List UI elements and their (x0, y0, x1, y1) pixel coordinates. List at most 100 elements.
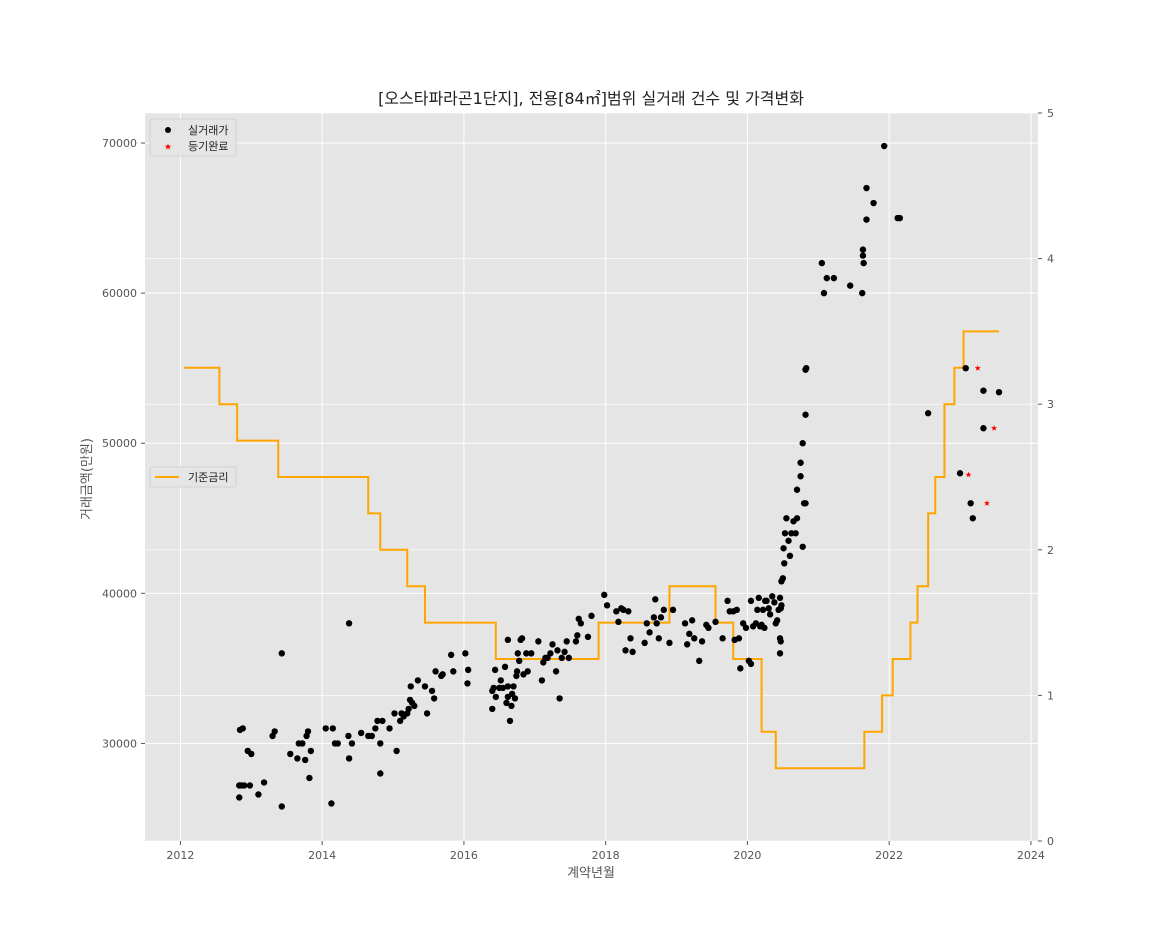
price-point (411, 702, 418, 710)
x-tick-label: 2014 (308, 849, 336, 862)
price-point (248, 750, 255, 758)
price-point (771, 599, 778, 606)
price-point (428, 687, 436, 695)
y-tick-label: 30000 (102, 737, 137, 750)
price-point (386, 725, 393, 732)
legend-lower: 기준금리 (149, 466, 237, 488)
price-point (556, 695, 563, 702)
legend-rate-label: 기준금리 (188, 471, 228, 484)
price-point (379, 717, 386, 725)
price-point (528, 650, 535, 657)
y2-tick-label: 1 (1047, 689, 1054, 702)
price-point (962, 364, 969, 372)
price-point (299, 740, 306, 747)
price-point (421, 683, 429, 690)
price-point (572, 638, 580, 645)
price-point (705, 624, 712, 632)
price-point (793, 486, 801, 493)
price-point (669, 606, 677, 614)
price-point (881, 142, 888, 150)
price-point (779, 575, 787, 582)
price-point (823, 274, 830, 282)
price-point (629, 648, 636, 656)
price-point (464, 666, 472, 674)
y2-tick-label: 2 (1047, 544, 1054, 557)
price-point (737, 665, 744, 672)
price-point (510, 683, 517, 690)
price-point (691, 635, 698, 642)
price-point (818, 259, 826, 267)
price-point (778, 602, 785, 609)
price-point (523, 650, 530, 657)
price-point (799, 543, 806, 550)
price-point (464, 680, 471, 687)
price-point (423, 710, 431, 717)
price-point (260, 779, 268, 786)
price-point (491, 666, 499, 674)
price-point (719, 635, 726, 642)
x-axis-label: 계약년월 (567, 866, 615, 881)
price-point (489, 705, 496, 713)
price-point (246, 782, 254, 789)
price-point (742, 624, 750, 632)
x-tick-label: 2020 (733, 849, 761, 862)
price-point (432, 668, 439, 675)
price-point (588, 612, 595, 620)
price-point (766, 611, 774, 618)
price-point (763, 597, 770, 605)
price-point (765, 605, 772, 612)
y-axis-label: 거래금액(만원) (80, 438, 95, 520)
price-point (304, 728, 312, 735)
price-point (792, 530, 799, 537)
grid (145, 112, 1038, 842)
price-point (761, 624, 768, 632)
legend-registered-label: 등기완료 (188, 140, 228, 153)
y2-tick-labels: 0 1 2 3 4 5 (1038, 107, 1054, 848)
y-tick-label: 70000 (102, 137, 137, 150)
price-point (712, 618, 719, 626)
price-point (683, 641, 691, 648)
price-point (518, 635, 526, 642)
x-tick-label: 2024 (1017, 849, 1045, 862)
price-point (396, 717, 404, 725)
price-point (803, 364, 810, 372)
price-point (501, 663, 509, 671)
price-point (407, 683, 414, 690)
price-point (239, 725, 247, 732)
price-point (450, 668, 457, 675)
price-point (584, 633, 592, 641)
price-point (558, 654, 565, 662)
price-point (377, 770, 384, 777)
price-point (859, 289, 866, 297)
price-point (650, 614, 658, 621)
price-point (781, 560, 788, 567)
price-point (625, 608, 632, 615)
price-point (657, 614, 665, 621)
price-point (793, 515, 801, 522)
price-point (301, 756, 309, 764)
price-point (368, 732, 375, 740)
price-point (627, 635, 634, 642)
price-point (439, 671, 446, 678)
price-point (859, 252, 867, 259)
price-point (236, 794, 243, 801)
x-tick-label: 2012 (166, 849, 194, 862)
price-point (870, 199, 877, 207)
x-tick-label: 2016 (450, 849, 478, 862)
x-tick-labels: 2012 2014 2016 2018 2020 2022 2024 (166, 841, 1045, 862)
price-point (802, 500, 809, 507)
price-point (334, 740, 341, 747)
price-point (414, 677, 422, 684)
price-point (565, 654, 573, 662)
price-point (776, 594, 784, 602)
price-point (328, 800, 335, 807)
price-point (508, 702, 515, 710)
registered-points (965, 364, 998, 506)
y2-tick-label: 5 (1047, 107, 1054, 120)
price-point (345, 732, 352, 740)
price-point (666, 639, 673, 647)
price-point (348, 740, 356, 747)
price-point (549, 641, 556, 648)
price-point (797, 459, 804, 466)
